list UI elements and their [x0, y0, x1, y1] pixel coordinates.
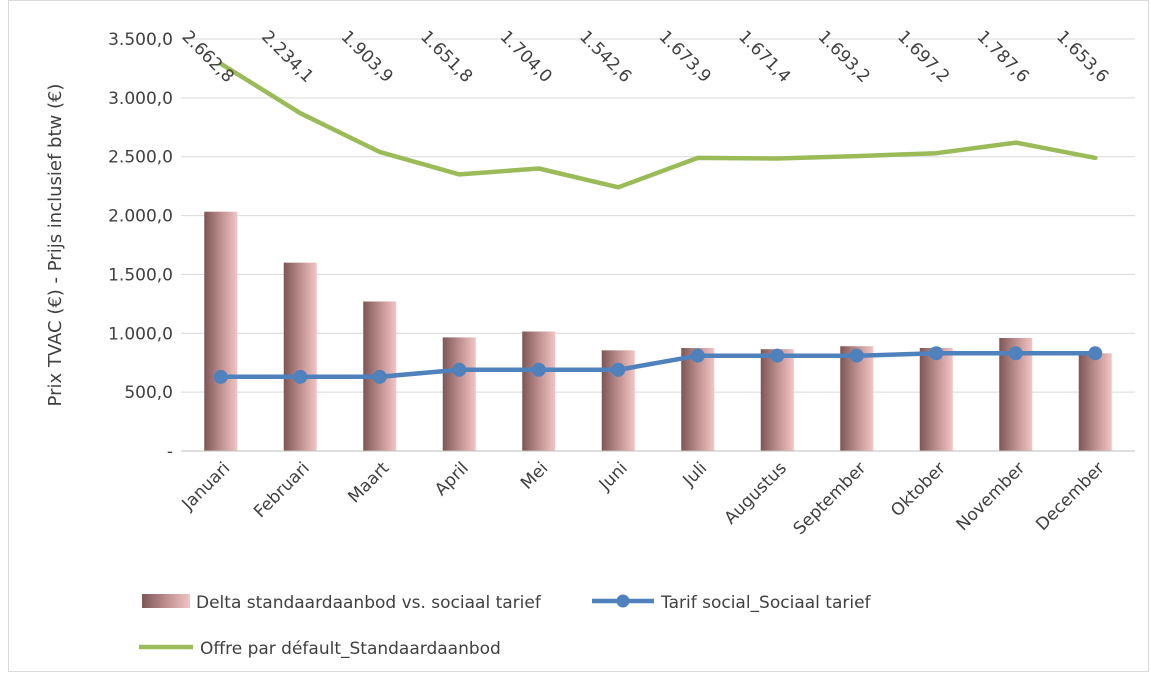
- chart-svg: - 500,0 1.000,0 1.500,0 2.000,0 2.500,0 3.000,…: [45, 27, 1135, 659]
- legend-label: Tarif social_Sociaal tarief: [660, 593, 872, 613]
- data-label: 2.662,8: [178, 27, 238, 87]
- y-tick-label: 3.500,0: [108, 30, 173, 50]
- bar-delta: [522, 331, 556, 451]
- bar-series: [204, 211, 1112, 451]
- legend: Delta standaardaanbod vs. sociaal tarief…: [139, 593, 872, 659]
- bar-delta: [919, 348, 953, 451]
- x-tick-label: December: [1032, 458, 1108, 534]
- line-marker: [213, 369, 228, 384]
- line-marker: [531, 362, 546, 377]
- bar-delta: [283, 262, 317, 451]
- line-marker: [929, 346, 944, 361]
- line-marker: [849, 348, 864, 363]
- legend-label: Delta standaardaanbod vs. sociaal tarief: [196, 593, 542, 613]
- axes: - 500,0 1.000,0 1.500,0 2.000,0 2.500,0 3.000,…: [45, 30, 1135, 462]
- line-series: [213, 61, 1103, 384]
- x-tick-label: Juni: [595, 458, 632, 495]
- line-marker: [1008, 346, 1023, 361]
- y-tick-label: 1.000,0: [108, 324, 173, 344]
- data-label: 1.542,6: [575, 27, 635, 87]
- line-marker: [293, 369, 308, 384]
- line-series-2: [218, 61, 1098, 190]
- y-axis-title: Prix TVAC (€) - Prijs inclusief btw (€): [45, 84, 66, 407]
- bar-delta: [840, 346, 874, 451]
- data-label: 1.673,9: [655, 27, 715, 87]
- x-tick-label: April: [431, 458, 473, 500]
- data-label: 1.903,9: [337, 27, 397, 87]
- data-label: 1.704,0: [496, 27, 556, 87]
- chart-frame: - 500,0 1.000,0 1.500,0 2.000,0 2.500,0 3.000,…: [8, 0, 1149, 672]
- bar-delta: [442, 337, 476, 451]
- data-label: 1.693,2: [814, 27, 874, 87]
- x-tick-label: Oktober: [887, 458, 950, 521]
- data-label: 2.234,1: [257, 27, 317, 87]
- line-series-1: [218, 351, 1098, 380]
- line-marker: [452, 362, 467, 377]
- x-tick-label: Februari: [250, 458, 314, 522]
- legend-swatch-bar: [142, 594, 190, 608]
- data-label: 1.697,2: [893, 27, 953, 87]
- gridlines: [181, 38, 1135, 393]
- bar-delta: [681, 348, 715, 451]
- bar-delta: [1078, 353, 1112, 451]
- line-marker: [770, 348, 785, 363]
- line-marker: [1088, 346, 1103, 361]
- y-tick-label: -: [167, 442, 173, 462]
- x-tick-label: Mei: [517, 458, 552, 493]
- data-label: 1.653,6: [1052, 27, 1112, 87]
- y-tick-label: 500,0: [124, 383, 173, 403]
- x-tick-label: September: [790, 458, 871, 539]
- data-label: 1.651,8: [416, 27, 476, 87]
- data-label: 1.671,4: [734, 27, 794, 87]
- x-tick-label: Januari: [178, 458, 235, 515]
- y-tick-label: 2.500,0: [108, 148, 173, 168]
- bar-delta: [204, 211, 238, 451]
- legend-swatch-marker: [616, 594, 630, 608]
- y-tick-label: 3.000,0: [108, 89, 173, 109]
- bar-delta: [760, 349, 794, 451]
- line-marker: [690, 348, 705, 363]
- x-tick-label: Augustus: [721, 458, 791, 528]
- line-marker: [372, 369, 387, 384]
- y-tick-label: 2.000,0: [108, 207, 173, 227]
- labels: Januari Februari Maart April Mei Juni Juli Augu…: [178, 27, 1113, 539]
- data-label: 1.787,6: [973, 27, 1033, 87]
- y-tick-label: 1.500,0: [108, 265, 173, 285]
- legend-label: Offre par défault_Standaardaanbod: [200, 639, 501, 659]
- x-tick-label: November: [953, 458, 1030, 535]
- line-marker: [611, 362, 626, 377]
- x-tick-label: Maart: [344, 458, 393, 507]
- x-tick-label: Juli: [679, 458, 712, 491]
